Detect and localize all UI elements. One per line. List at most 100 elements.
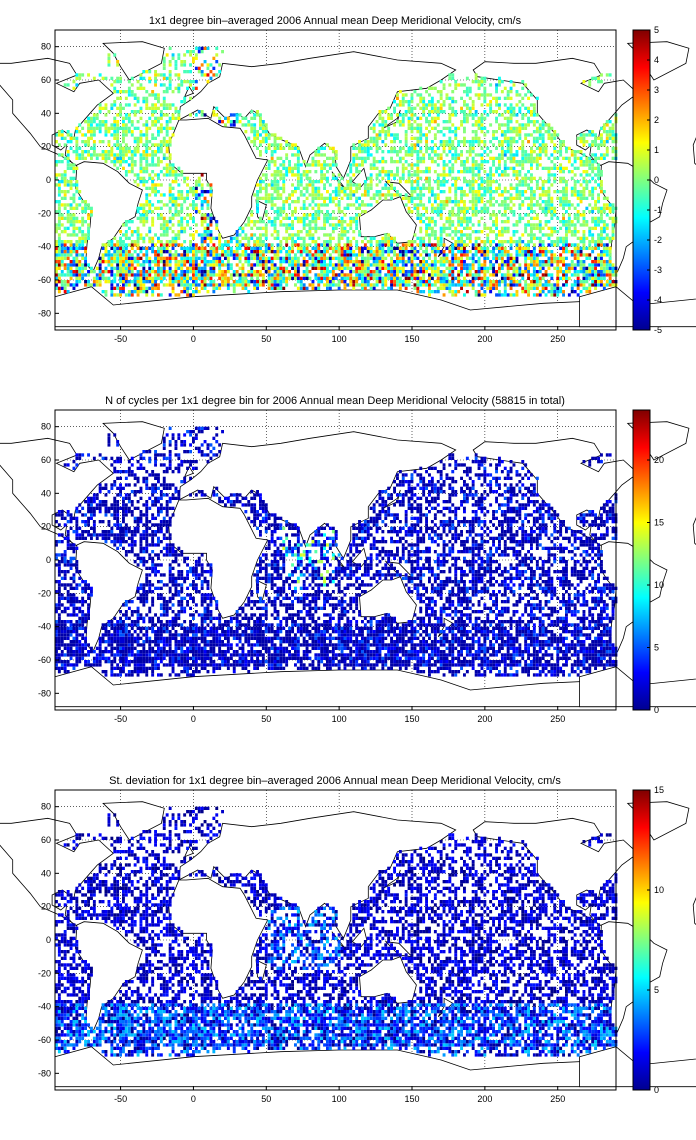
data-cell: [544, 293, 548, 297]
data-cell: [419, 220, 423, 224]
data-cell: [541, 136, 545, 140]
data-cell: [229, 246, 233, 250]
data-cell: [506, 206, 510, 210]
data-cell: [585, 280, 589, 284]
data-cell: [174, 196, 178, 200]
data-cell: [524, 243, 528, 247]
data-cell: [509, 136, 513, 140]
data-cell: [192, 260, 195, 264]
data-cell: [430, 150, 434, 154]
data-cell: [547, 156, 551, 160]
data-cell: [206, 183, 210, 187]
data-cell: [498, 173, 501, 177]
data-cell: [544, 253, 548, 257]
data-cell: [407, 163, 411, 167]
data-cell: [177, 203, 181, 207]
data-cell: [483, 133, 487, 137]
data-cell: [270, 233, 274, 237]
data-cell: [84, 150, 87, 154]
data-cell: [553, 166, 557, 170]
data-cell: [457, 206, 461, 210]
data-cell: [366, 193, 370, 197]
data-cell: [550, 183, 554, 187]
data-cell: [451, 220, 455, 224]
data-cell: [471, 170, 475, 174]
data-cell: [372, 286, 376, 290]
data-cell: [483, 260, 487, 264]
data-cell: [323, 173, 326, 177]
data-cell: [328, 213, 332, 217]
data-cell: [151, 160, 155, 164]
data-cell: [530, 163, 533, 167]
data-cell: [498, 280, 501, 284]
data-cell: [573, 243, 577, 247]
data-cell: [296, 270, 300, 274]
data-cell: [393, 150, 396, 154]
data-cell: [116, 286, 120, 290]
data-cell: [136, 253, 140, 257]
data-cell: [69, 223, 73, 227]
data-cell: [538, 290, 542, 294]
data-cell: [538, 253, 542, 257]
data-cell: [273, 270, 277, 274]
data-cell: [503, 206, 507, 210]
data-cell: [162, 193, 166, 197]
data-cell: [387, 133, 391, 137]
data-cell: [605, 263, 609, 267]
data-cell: [591, 233, 595, 237]
data-cell: [273, 196, 277, 200]
data-cell: [168, 256, 172, 260]
data-cell: [413, 246, 417, 250]
data-cell: [81, 270, 85, 274]
data-cell: [404, 143, 408, 147]
data-cell: [133, 230, 137, 234]
data-cell: [328, 236, 332, 240]
data-cell: [579, 266, 583, 270]
data-cell: [509, 186, 513, 190]
data-cell: [87, 263, 90, 267]
data-cell: [87, 213, 90, 217]
data-cell: [486, 246, 490, 250]
data-cell: [145, 130, 149, 134]
data-cell: [474, 180, 478, 184]
data-cell: [419, 246, 423, 250]
data-cell: [235, 233, 239, 237]
data-cell: [483, 266, 487, 270]
data-cell: [465, 216, 469, 220]
data-cell: [457, 186, 461, 190]
data-cell: [442, 280, 446, 284]
data-cell: [151, 136, 155, 140]
data-cell: [366, 183, 370, 187]
data-cell: [349, 183, 353, 187]
data-cell: [608, 203, 612, 207]
data-cell: [463, 203, 466, 207]
data-cell: [276, 136, 280, 140]
data-cell: [203, 200, 207, 204]
data-cell: [116, 283, 120, 287]
data-cell: [136, 293, 140, 297]
data-cell: [465, 226, 469, 230]
data-cell: [279, 256, 283, 260]
data-cell: [104, 290, 108, 294]
data-cell: [358, 230, 361, 234]
data-cell: [69, 266, 73, 270]
data-cell: [308, 256, 312, 260]
data-cell: [468, 226, 472, 230]
data-cell: [90, 136, 93, 140]
data-cell: [122, 240, 125, 244]
data-cell: [314, 216, 318, 220]
data-cell: [358, 250, 361, 254]
data-cell: [92, 270, 96, 274]
data-cell: [550, 250, 554, 254]
data-cell: [323, 253, 326, 257]
data-cell: [285, 166, 289, 170]
data-cell: [212, 246, 216, 250]
data-cell: [314, 210, 318, 214]
data-cell: [331, 283, 335, 287]
data-cell: [532, 280, 536, 284]
data-cell: [401, 280, 405, 284]
data-cell: [66, 266, 70, 270]
data-cell: [142, 150, 146, 154]
data-cell: [576, 220, 580, 224]
data-cell: [55, 280, 58, 284]
